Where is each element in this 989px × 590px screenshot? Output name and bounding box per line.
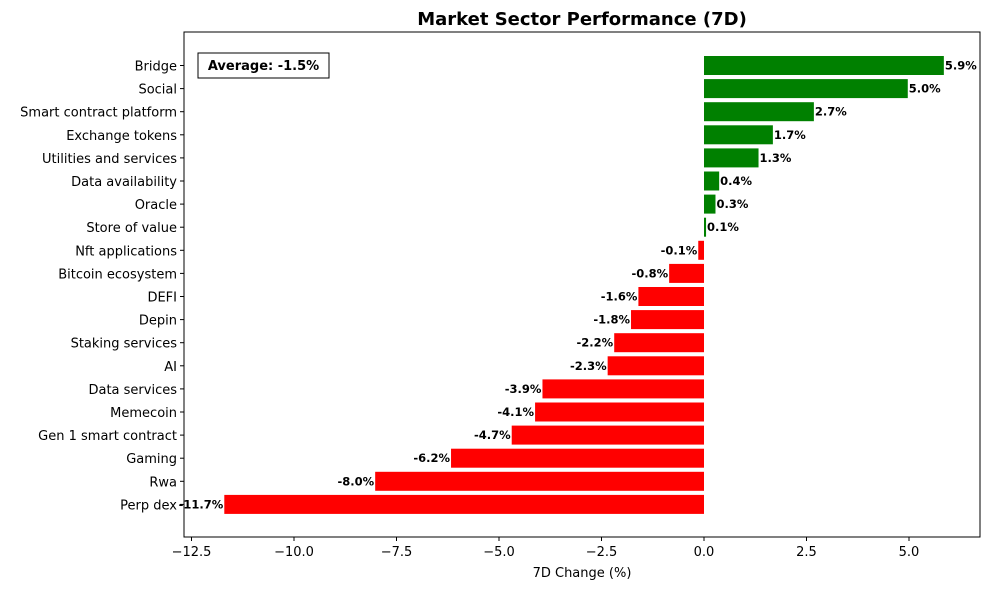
bar-memecoin [535, 402, 704, 422]
y-tick-label: Memecoin [110, 406, 177, 421]
bar-value-label: 2.7% [815, 105, 847, 119]
bar-perp-dex [224, 494, 705, 514]
bar-value-label: -4.1% [497, 405, 534, 419]
bar-value-label: -0.8% [631, 266, 668, 280]
average-annotation-text: Average: -1.5% [208, 59, 319, 74]
bar-value-label: 1.3% [760, 151, 792, 165]
bar-labels-layer: 5.9% 5.0% 2.7% 1.7% 1.3% 0.4% 0.3% 0.1% -0.1% -0.… [179, 59, 978, 512]
bar-value-label: -11.7% [179, 497, 224, 511]
x-tick-label: −10.0 [274, 545, 314, 560]
bars-layer [224, 56, 944, 514]
bar-value-label: -3.9% [505, 382, 542, 396]
bar-data-availability [704, 171, 720, 191]
y-tick-label: Rwa [149, 475, 177, 490]
bar-depin [631, 310, 704, 330]
bar-value-label: -1.8% [593, 313, 630, 327]
x-tick-label: −5.0 [483, 545, 515, 560]
average-annotation-box [197, 52, 330, 79]
bar-defi [638, 287, 704, 306]
y-tick-label: Bitcoin ecosystem [58, 267, 177, 282]
bar-value-label: -2.2% [577, 336, 614, 350]
bar-smart-contract-platform [704, 102, 814, 122]
bar-rwa [375, 471, 704, 491]
x-axis: −12.5 −10.0 −7.5 −5.0 −2.5 0.0 2.5 5.0 [172, 537, 920, 560]
y-tick-label: Gen 1 smart contract [38, 429, 177, 444]
x-tick-label: 0.0 [694, 545, 715, 560]
bar-value-label: 0.3% [716, 197, 748, 211]
bar-value-label: -1.6% [601, 290, 638, 304]
y-tick-label: Utilities and services [42, 152, 177, 167]
bar-data-services [542, 379, 704, 399]
bar-value-label: -8.0% [338, 474, 375, 488]
bar-value-label: 1.7% [774, 128, 806, 142]
y-tick-label: DEFI [147, 291, 177, 306]
y-tick-label: Smart contract platform [20, 106, 177, 121]
bar-utilities-and-services [704, 148, 759, 168]
bar-exchange-tokens [704, 125, 773, 145]
bar-value-label: 0.4% [720, 174, 752, 188]
y-tick-label: Exchange tokens [66, 129, 177, 144]
y-tick-label: Data availability [71, 175, 177, 190]
bar-value-label: -6.2% [413, 451, 450, 465]
bar-gen-1-smart-contract [511, 425, 704, 445]
bar-ai [607, 356, 704, 376]
bar-gaming [451, 448, 704, 468]
y-tick-label: Oracle [135, 198, 177, 213]
bar-bitcoin-ecosystem [669, 263, 704, 283]
y-tick-label: Bridge [135, 60, 177, 75]
bar-staking-services [614, 333, 704, 353]
bar-value-label: 5.0% [909, 82, 941, 96]
chart-title: Market Sector Performance (7D) [417, 9, 747, 30]
y-tick-label: Social [138, 83, 177, 98]
bar-nft-applications [698, 240, 704, 260]
bar-value-label: -4.7% [474, 428, 511, 442]
average-annotation: Average: -1.5% [197, 52, 330, 79]
plot-frame [183, 31, 981, 538]
bar-value-label: 5.9% [945, 59, 977, 73]
bar-bridge [704, 56, 944, 75]
bar-social [704, 79, 908, 99]
bar-value-label: -0.1% [661, 243, 698, 257]
y-tick-label: AI [164, 360, 177, 375]
y-axis: Bridge Social Smart contract platform Excha… [20, 60, 184, 513]
x-tick-label: 5.0 [899, 545, 920, 560]
y-tick-label: Depin [139, 314, 177, 329]
y-tick-label: Gaming [126, 452, 177, 467]
y-tick-label: Data services [88, 383, 177, 398]
x-tick-label: 2.5 [796, 545, 817, 560]
x-tick-label: −12.5 [172, 545, 212, 560]
y-tick-label: Store of value [86, 221, 177, 236]
y-tick-label: Nft applications [75, 244, 177, 259]
bar-value-label: 0.1% [707, 220, 739, 234]
x-axis-label: 7D Change (%) [533, 566, 632, 581]
bar-value-label: -2.3% [570, 359, 607, 373]
y-tick-label: Perp dex [120, 498, 177, 513]
x-tick-label: −2.5 [586, 545, 618, 560]
x-tick-label: −7.5 [381, 545, 413, 560]
bar-store-of-value [704, 217, 707, 237]
bar-oracle [704, 194, 716, 214]
y-tick-label: Staking services [71, 337, 178, 352]
